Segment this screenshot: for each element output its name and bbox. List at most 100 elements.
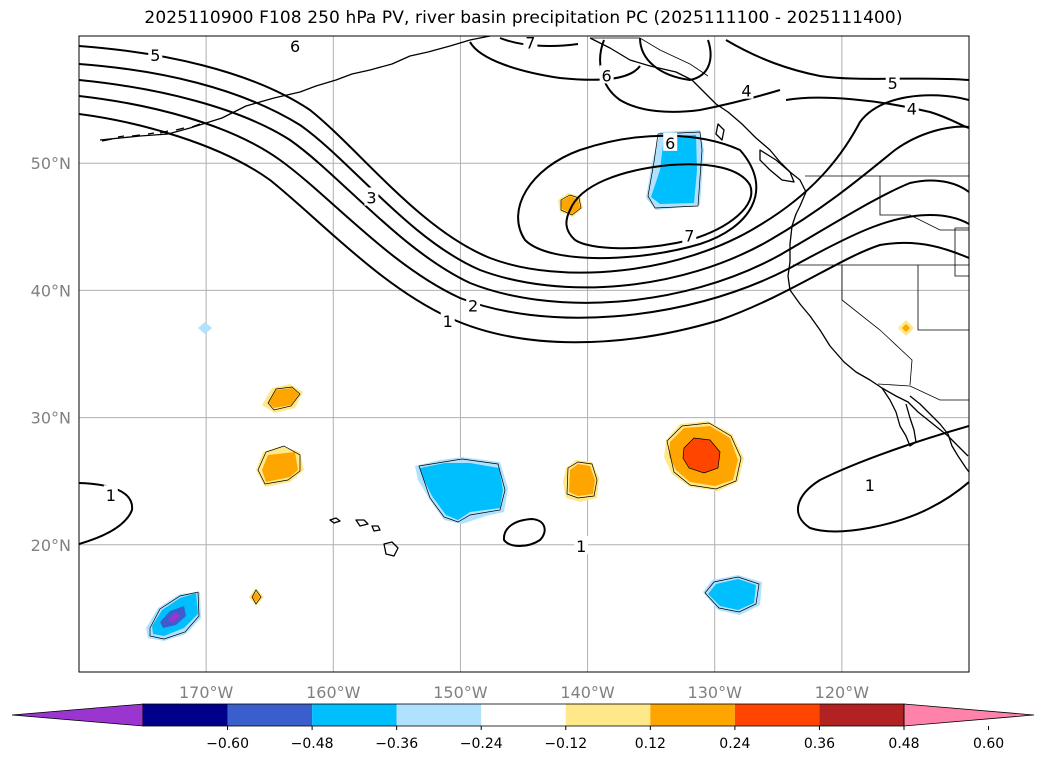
precipitation-shading [146,130,914,641]
contour-label-bg [682,225,697,244]
colorbar-cell [819,704,904,726]
contour-label-bg [523,36,538,51]
lat-tick-label: 20°N [31,536,71,555]
colorbar-tick-label: −0.48 [291,736,334,752]
contour-label: 5 [150,46,160,65]
colorbar-cell [227,704,313,726]
contour-label-bg [739,80,754,99]
precip-blob-negative [198,322,212,334]
pv-contour-7-ring [565,163,753,250]
colorbar-cell [565,704,651,726]
contour-label: 6 [602,66,612,85]
contour-label-bg [288,36,303,55]
contour-label-bg [364,187,379,206]
pv-contour-1 [79,113,969,344]
state-border [841,265,913,386]
colorbar-tick-label: 0.12 [635,736,666,752]
pacific-northwest-coastline [589,37,969,457]
contour-label: 4 [741,82,751,101]
contour-label: 3 [366,189,376,208]
precip-outline [257,445,301,485]
colorbar-tick-label: 0.48 [888,736,919,752]
precipitation-outlines [149,131,760,640]
precip-blob-positive [902,324,910,332]
coastlines [99,36,969,557]
us-mexico-border [877,383,969,401]
contour-label-bg [103,485,118,504]
colorbar-cell [312,704,397,726]
contour-label-bg [663,132,678,151]
pv-contour-4 [79,63,969,289]
pv-contour-5 [79,45,969,274]
precip-outline [704,576,760,613]
hawaii-islands [329,517,399,557]
lat-tick-label: 30°N [31,409,71,428]
precip-outline [666,422,742,490]
precip-outline [149,591,200,640]
precip-blob-positive [262,452,298,482]
state-border [879,176,969,231]
baja-california [881,387,917,447]
pv-contour-2 [79,95,969,319]
precip-outline [251,589,262,605]
precip-outline [566,461,598,499]
contour-label: 6 [665,134,675,153]
contour-label: 2 [468,297,478,316]
pv-contour-1-small [502,518,546,547]
lon-tick-label: 170°W [179,683,234,702]
contour-label: 5 [888,74,898,93]
precip-blob-negative [708,579,756,610]
contour-label-bg [904,98,919,117]
colorbar-cells [11,703,1035,727]
colorbar-tick-label: 0.24 [719,736,750,752]
contour-label-bg [148,45,163,64]
lon-tick-label: 130°W [688,683,743,702]
colorbar-tick-label: −0.12 [544,736,587,752]
lat-tick-label: 50°N [31,154,71,173]
map-background [79,36,969,672]
alaska-coastline [99,36,491,141]
colorbar-frame [142,703,905,727]
pv-contour-1-se [797,425,969,533]
contour-label-bg [862,475,877,494]
lon-tick-label: 160°W [306,683,361,702]
contour-label: 1 [865,476,875,495]
precip-blob-positive [268,388,299,408]
political-borders [590,37,969,401]
colorbar-extend-high [903,703,1035,727]
pv-contour-3 [79,79,969,304]
latitude-labels: 50°N 40°N 30°N 20°N [31,154,71,555]
precip-blob-negative [420,463,503,520]
colorbar: −0.60 −0.48 −0.36 −0.24 −0.12 0.12 0.24 0.36 0.4… [11,703,1035,752]
pv-contour-5-north [639,37,712,81]
haida-gwaii [715,123,725,141]
lon-tick-label: 150°W [433,683,488,702]
precip-outline [267,386,301,411]
colorbar-cell [143,704,228,726]
contour-label-bg [440,310,455,329]
contour-label: 7 [525,33,535,52]
colorbar-cell [396,704,482,726]
lon-tick-label: 140°W [560,683,615,702]
colorbar-tick-label: 0.60 [973,736,1004,752]
contour-label: 1 [576,537,586,556]
precip-blob-positive [252,592,260,602]
lon-tick-label: 120°W [815,683,870,702]
colorbar-tick-label: −0.36 [375,736,418,752]
precip-outline [682,437,721,474]
us-canada-border-alaska [590,37,709,77]
precip-outline [560,194,582,216]
pv-contours [79,37,969,547]
colorbar-cell [481,704,566,726]
precip-blob-negative [168,612,180,623]
vancouver-island [759,149,795,183]
colorbar-ticks: −0.60 −0.48 −0.36 −0.24 −0.12 0.12 0.24 0.36 0.4… [206,726,1004,752]
contour-label: 1 [106,486,116,505]
precip-blob-positive [683,438,720,473]
colorbar-cell [650,704,735,726]
contour-label-bg [599,65,614,84]
contour-label: 6 [290,37,300,56]
lat-tick-label: 40°N [31,281,71,300]
precip-blob-negative [651,135,697,204]
